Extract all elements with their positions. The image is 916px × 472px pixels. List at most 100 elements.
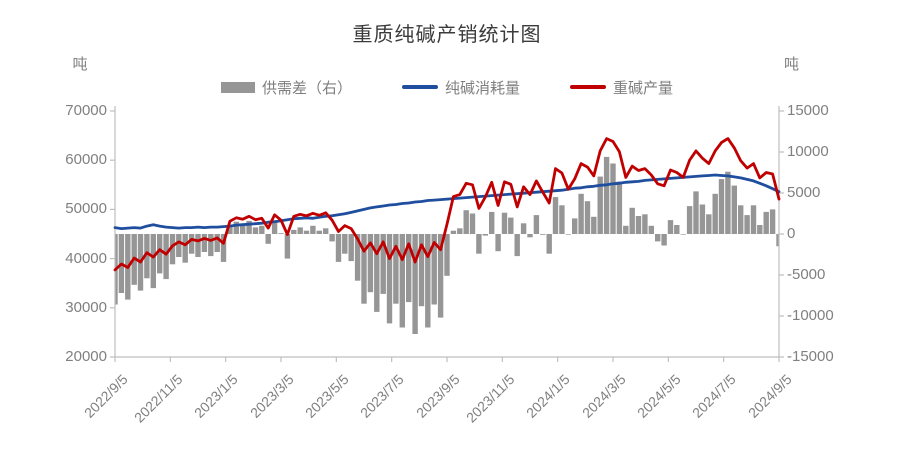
bar <box>348 234 354 262</box>
bar <box>399 234 405 328</box>
left-axis-tick-label: 40000 <box>65 249 107 267</box>
bar <box>738 205 744 234</box>
bar <box>616 181 623 234</box>
heavy-soda-production-line <box>113 137 781 272</box>
bar <box>750 205 757 234</box>
bar <box>489 211 495 234</box>
bar <box>463 210 469 234</box>
left-axis-tick-label: 20000 <box>65 348 107 365</box>
bar <box>642 214 648 234</box>
right-axis-tick-label: 0 <box>787 225 796 242</box>
right-axis-tick-label: 10000 <box>787 143 829 160</box>
bar <box>233 221 239 234</box>
right-axis-tick-label: -5000 <box>787 266 826 283</box>
bar <box>291 229 297 234</box>
bar <box>208 234 214 257</box>
legend-line-swatch-blue <box>401 85 438 89</box>
bar <box>450 230 457 234</box>
bar <box>412 234 418 334</box>
axes <box>110 106 784 362</box>
legend-item-heavy-soda-production: 重碱产量 <box>570 77 673 98</box>
bar <box>163 234 169 280</box>
right-axis-tick-label: 5000 <box>787 184 821 201</box>
legend-label: 纯碱消耗量 <box>444 79 520 97</box>
bar <box>514 234 520 257</box>
bar <box>699 204 706 234</box>
bar <box>680 234 686 235</box>
bar <box>201 234 208 252</box>
bar <box>188 234 195 254</box>
left-axis-tick-label: 50000 <box>65 200 107 218</box>
bar <box>482 234 488 236</box>
bar <box>386 234 393 324</box>
chart-title: 重质纯碱产销统计图 <box>352 24 542 46</box>
bar <box>623 225 629 234</box>
bar <box>635 216 642 234</box>
bar <box>252 227 259 234</box>
bar <box>195 234 201 257</box>
bar <box>508 217 514 234</box>
left-axis-tick-label: 70000 <box>65 102 107 119</box>
bar <box>731 185 737 234</box>
bar <box>374 234 380 312</box>
bar <box>182 234 188 263</box>
bar <box>297 227 303 234</box>
left-axis-tick-label: 30000 <box>65 298 107 316</box>
bar <box>769 209 776 234</box>
right-axis-tick-label: -15000 <box>787 348 834 365</box>
bar <box>431 234 437 305</box>
left-axis-tick-label: 60000 <box>65 151 107 169</box>
bar <box>367 234 374 293</box>
bar <box>744 215 750 234</box>
bar <box>361 234 367 304</box>
right-axis-unit: 吨 <box>784 56 800 73</box>
bar <box>380 234 386 294</box>
supply-demand-gap-bars <box>115 156 779 334</box>
bar <box>259 225 265 234</box>
bar <box>533 215 540 234</box>
bar <box>674 225 680 234</box>
legend-label: 重碱产量 <box>613 79 674 97</box>
legend-bar-swatch <box>220 81 255 93</box>
right-axis-tick-label: 15000 <box>787 102 829 119</box>
bar <box>655 234 661 242</box>
bar <box>763 211 769 234</box>
bar <box>667 220 674 234</box>
bar <box>686 206 693 234</box>
bar <box>303 230 310 234</box>
bar <box>578 193 584 234</box>
bar <box>661 234 667 246</box>
bar <box>310 225 316 234</box>
left-axis-unit: 吨 <box>72 56 88 73</box>
bar <box>706 214 712 234</box>
bar <box>284 234 291 259</box>
bar <box>527 234 533 238</box>
bar <box>335 234 342 262</box>
bar <box>584 201 591 234</box>
bar <box>169 234 176 265</box>
bar <box>214 234 220 252</box>
bar <box>240 225 246 234</box>
bar <box>150 234 156 289</box>
bar <box>271 222 278 234</box>
legend: 供需差（右） 纯碱消耗量 重碱产量 <box>115 76 779 98</box>
bar <box>572 218 578 234</box>
bar <box>776 234 779 247</box>
bar <box>565 234 571 235</box>
bar <box>712 193 718 234</box>
bar <box>757 225 763 234</box>
bar <box>329 234 335 242</box>
bar <box>278 233 284 234</box>
bar <box>629 207 635 234</box>
legend-line-swatch-red <box>570 85 606 89</box>
bar <box>354 234 361 281</box>
bar <box>144 234 150 279</box>
bar <box>246 220 252 234</box>
bar <box>603 156 610 234</box>
bar <box>591 216 597 234</box>
bar <box>437 234 444 318</box>
bar <box>227 225 233 234</box>
bar <box>406 234 412 303</box>
